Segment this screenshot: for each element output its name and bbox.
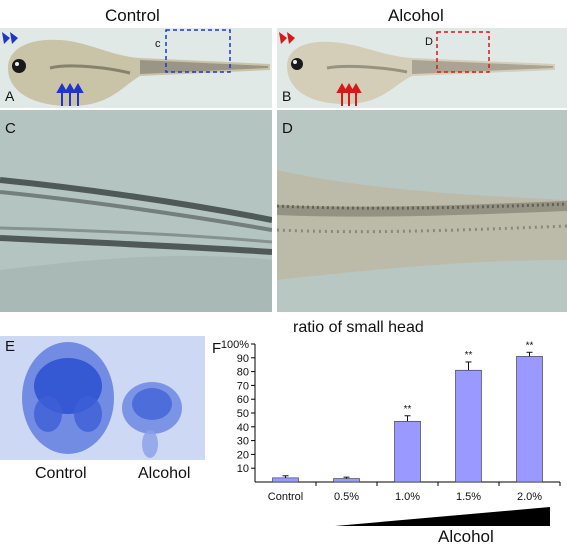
panel-a: A c (0, 28, 272, 108)
y-tick-label: 70 (237, 380, 249, 392)
cartilage-stain-image (0, 336, 205, 460)
y-tick-label: 10 (237, 463, 249, 475)
chart-xlabel: Alcohol (438, 527, 494, 546)
y-tick-label: 90 (237, 353, 249, 365)
bar (516, 356, 543, 483)
header-control: Control (105, 6, 160, 25)
panel-label-e: E (5, 338, 16, 355)
y-tick-label: 20 (237, 449, 249, 461)
arrowhead-marker-icon (2, 32, 10, 44)
significance-label: ** (526, 340, 534, 351)
x-tick-label: 0.5% (334, 491, 359, 503)
panel-label-c: C (5, 120, 16, 137)
significance-label: ** (465, 350, 473, 361)
box-label-c: c (155, 38, 161, 50)
arrowhead-marker-icon (287, 32, 295, 44)
panel-label-f: F (212, 340, 222, 357)
box-label-d: D (425, 36, 433, 48)
x-tick-label: 1.0% (395, 491, 420, 503)
header-alcohol: Alcohol (388, 6, 444, 25)
panel-b: B D (277, 28, 567, 108)
y-tick-label: 100% (221, 339, 249, 351)
panel-d: D (277, 110, 567, 312)
x-tick-label: Control (268, 491, 303, 503)
panel-e-label-alcohol: Alcohol (138, 465, 191, 482)
significance-label: ** (404, 404, 412, 415)
panel-label-d: D (282, 120, 293, 137)
y-tick-label: 80 (237, 367, 249, 379)
bar (455, 369, 482, 483)
arrow-markers-icon (336, 82, 362, 106)
tail-alcohol-image (277, 110, 567, 312)
dose-gradient-wedge (335, 507, 550, 526)
bar (272, 477, 299, 483)
bar (394, 420, 421, 483)
roi-box-alcohol (436, 31, 490, 73)
chart-title: ratio of small head (293, 319, 424, 336)
panel-label-b: B (282, 88, 292, 104)
panel-c: C (0, 110, 272, 312)
panel-e-label-control: Control (35, 465, 87, 482)
x-tick-label: 1.5% (456, 491, 481, 503)
y-tick-label: 50 (237, 408, 249, 420)
bar (333, 478, 360, 483)
y-tick-label: 30 (237, 436, 249, 448)
arrow-markers-icon (56, 82, 84, 106)
tail-control-image (0, 110, 272, 312)
tadpole-control-image (2, 29, 270, 106)
panel-e: E (0, 336, 205, 460)
arrowhead-marker-icon (279, 32, 287, 44)
y-tick-label: 60 (237, 394, 249, 406)
roi-box-control (165, 29, 231, 73)
arrowhead-marker-icon (10, 32, 18, 44)
tadpole-alcohol-image (279, 31, 555, 106)
y-tick-label: 40 (237, 422, 249, 434)
panel-label-a: A (5, 88, 15, 104)
x-tick-label: 2.0% (517, 491, 542, 503)
